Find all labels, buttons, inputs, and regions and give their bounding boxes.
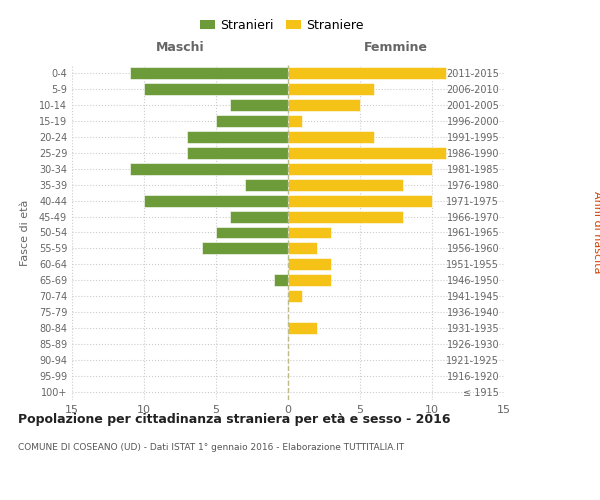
Bar: [187, 147, 288, 158]
Bar: [288, 83, 374, 95]
Bar: [288, 131, 374, 143]
Bar: [245, 178, 288, 190]
Bar: [202, 242, 288, 254]
Bar: [216, 115, 288, 127]
Bar: [187, 131, 288, 143]
Text: COMUNE DI COSEANO (UD) - Dati ISTAT 1° gennaio 2016 - Elaborazione TUTTITALIA.IT: COMUNE DI COSEANO (UD) - Dati ISTAT 1° g…: [18, 442, 404, 452]
Text: Anni di nascita: Anni di nascita: [592, 191, 600, 274]
Bar: [288, 194, 432, 206]
Bar: [288, 115, 302, 127]
Text: Popolazione per cittadinanza straniera per età e sesso - 2016: Popolazione per cittadinanza straniera p…: [18, 412, 451, 426]
Bar: [230, 210, 288, 222]
Bar: [144, 194, 288, 206]
Bar: [288, 274, 331, 286]
Bar: [288, 162, 432, 174]
Bar: [288, 178, 403, 190]
Bar: [144, 83, 288, 95]
Y-axis label: Fasce di età: Fasce di età: [20, 200, 31, 266]
Bar: [288, 242, 317, 254]
Bar: [288, 322, 317, 334]
Bar: [288, 67, 446, 79]
Bar: [216, 226, 288, 238]
Legend: Stranieri, Straniere: Stranieri, Straniere: [195, 14, 369, 37]
Bar: [288, 99, 360, 111]
Bar: [288, 258, 331, 270]
Text: Femmine: Femmine: [364, 41, 428, 54]
Bar: [130, 162, 288, 174]
Bar: [288, 290, 302, 302]
Bar: [288, 147, 446, 158]
Bar: [130, 67, 288, 79]
Text: Maschi: Maschi: [155, 41, 205, 54]
Bar: [288, 210, 403, 222]
Bar: [274, 274, 288, 286]
Bar: [288, 226, 331, 238]
Bar: [230, 99, 288, 111]
